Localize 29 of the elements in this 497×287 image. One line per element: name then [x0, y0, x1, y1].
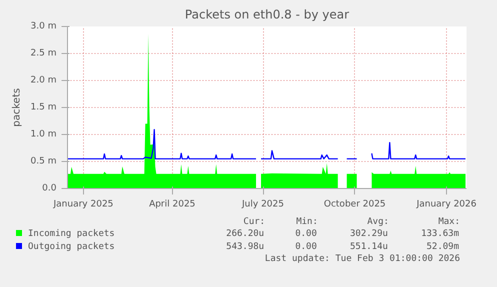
- text: 133.63m: [420, 228, 460, 241]
- legend-label: Incoming packets: [27, 228, 116, 241]
- text: Avg:: [366, 217, 389, 228]
- text: Last update: Tue Feb 3 01:00:00 2026: [264, 254, 460, 265]
- text: 551.14u: [348, 241, 389, 254]
- y-tick-label: 2.5 m: [30, 48, 57, 58]
- x-tick-label: January 2026: [416, 200, 477, 210]
- x-tick-label: January 2025: [52, 200, 114, 210]
- y-tick-label: 1.5 m: [30, 102, 57, 112]
- text: Max:: [437, 217, 460, 228]
- chart-title: Packets on eth0.8 - by year: [184, 8, 350, 22]
- y-tick-label: 3.0 m: [30, 22, 57, 32]
- y-axis-title: packets: [12, 88, 23, 127]
- text: 0.00: [294, 228, 318, 241]
- legend-label: Outgoing packets: [27, 241, 116, 254]
- text: Min:: [295, 217, 318, 228]
- x-tick-label: July 2025: [241, 200, 284, 210]
- y-tick-label: 0.0: [42, 184, 57, 194]
- x-tick-label: April 2025: [149, 200, 196, 210]
- text: 543.98u: [225, 241, 266, 254]
- text: 266.20u: [225, 228, 266, 241]
- text: 0.00: [294, 241, 318, 254]
- x-tick-label: October 2025: [324, 200, 386, 210]
- y-tick-label: 1.0 m: [30, 130, 57, 140]
- text: 302.29u: [348, 228, 389, 241]
- text: 52.09m: [425, 241, 460, 254]
- y-tick-label: 2.0 m: [30, 76, 57, 86]
- text: Cur:: [242, 217, 266, 228]
- y-tick-label: 0.5 m: [30, 156, 57, 166]
